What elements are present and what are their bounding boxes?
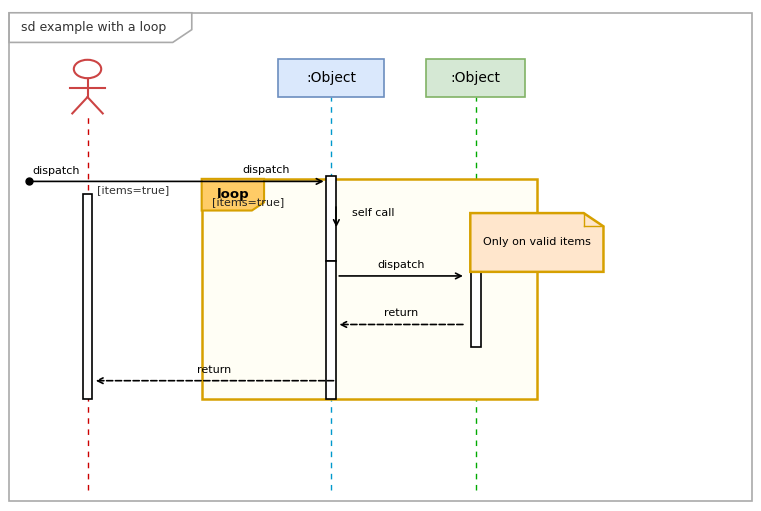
Text: return: return xyxy=(197,364,232,375)
Text: [items=true]: [items=true] xyxy=(212,197,284,207)
Bar xyxy=(82,194,93,399)
Bar xyxy=(426,58,525,97)
Text: return: return xyxy=(384,308,419,318)
Text: :Object: :Object xyxy=(451,71,501,85)
Text: dispatch: dispatch xyxy=(243,165,290,175)
Text: sd example with a loop: sd example with a loop xyxy=(21,21,167,34)
Polygon shape xyxy=(9,13,192,42)
Bar xyxy=(326,176,336,261)
Text: Only on valid items: Only on valid items xyxy=(483,238,591,247)
Bar xyxy=(326,261,336,399)
Text: dispatch: dispatch xyxy=(377,260,425,270)
Polygon shape xyxy=(202,179,264,211)
Bar xyxy=(278,58,384,97)
Text: :Object: :Object xyxy=(306,71,356,85)
Bar xyxy=(202,179,537,399)
Text: loop: loop xyxy=(217,188,249,201)
Polygon shape xyxy=(470,213,603,272)
Text: self call: self call xyxy=(352,208,394,218)
Bar xyxy=(470,261,481,347)
Text: [items=true]: [items=true] xyxy=(97,185,170,195)
Text: dispatch: dispatch xyxy=(32,166,79,176)
